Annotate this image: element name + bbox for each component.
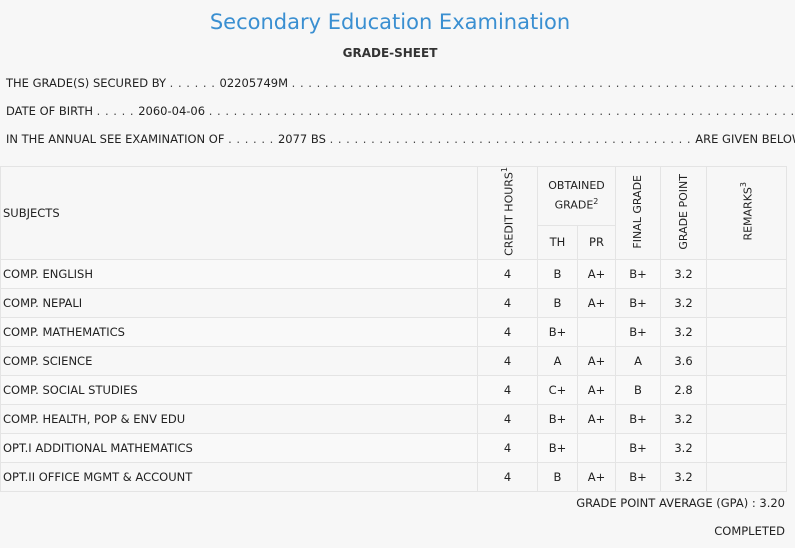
final-grade-cell: B [615, 374, 661, 405]
th-grade-cell: B+ [537, 432, 578, 463]
obtained-grade-header: OBTAINED GRADE2 [537, 166, 616, 226]
remarks-cell [706, 432, 787, 463]
exam-suffix: ARE GIVEN BELOW . . . [695, 132, 795, 146]
th-grade-cell: B [537, 461, 578, 492]
th-grade-cell: A [537, 345, 578, 376]
subjects-header: SUBJECTS [0, 166, 478, 260]
remarks-cell [706, 316, 787, 347]
grade-point-cell: 3.2 [660, 432, 707, 463]
remarks-cell [706, 461, 787, 492]
subject-cell: COMP. MATHEMATICS [0, 316, 478, 347]
th-grade-cell: B+ [537, 403, 578, 434]
pr-grade-cell: A+ [577, 374, 616, 405]
final-grade-cell: B+ [615, 461, 661, 492]
subject-cell: COMP. NEPALI [0, 287, 478, 318]
pr-grade-cell: A+ [577, 287, 616, 318]
subject-cell: COMP. SCIENCE [0, 345, 478, 376]
final-grade-cell: B+ [615, 432, 661, 463]
remarks-cell [706, 403, 787, 434]
th-grade-cell: C+ [537, 374, 578, 405]
grade-point-cell: 2.8 [660, 374, 707, 405]
grade-point-header: GRADE POINT [660, 166, 707, 260]
credit-cell: 4 [477, 432, 538, 463]
th-grade-cell: B [537, 258, 578, 289]
subject-cell: COMP. SOCIAL STUDIES [0, 374, 478, 405]
subject-cell: COMP. HEALTH, POP & ENV EDU [0, 403, 478, 434]
secured-by-line: THE GRADE(S) SECURED BY . . . . . . 0220… [6, 76, 795, 90]
gpa-label: GRADE POINT AVERAGE (GPA) : [576, 496, 756, 510]
dob-value: 2060-04-06 [138, 104, 206, 118]
credit-cell: 4 [477, 461, 538, 492]
credit-cell: 4 [477, 345, 538, 376]
credit-cell: 4 [477, 258, 538, 289]
th-grade-cell: B [537, 287, 578, 318]
table-row: COMP. NEPALI 4 B A+ B+ 3.2 [0, 287, 787, 318]
pr-grade-cell [577, 432, 616, 463]
grade-point-cell: 3.2 [660, 461, 707, 492]
credit-hours-header: CREDIT HOURS1 [477, 166, 538, 260]
gpa-value: 3.20 [759, 496, 785, 510]
table-row: COMP. SCIENCE 4 A A+ A 3.6 [0, 345, 787, 376]
pr-header: PR [577, 224, 616, 260]
exam-title: Secondary Education Examination [209, 10, 571, 34]
final-grade-cell: B+ [615, 316, 661, 347]
credit-cell: 4 [477, 374, 538, 405]
final-grade-cell: B+ [615, 403, 661, 434]
symbol-number: 02205749M [219, 76, 289, 90]
remarks-cell [706, 374, 787, 405]
remarks-header: REMARKS3 [706, 166, 787, 260]
table-row: COMP. ENGLISH 4 B A+ B+ 3.2 [0, 258, 787, 289]
final-grade-header: FINAL GRADE [615, 166, 661, 260]
final-grade-cell: B+ [615, 287, 661, 318]
grade-point-cell: 3.2 [660, 258, 707, 289]
pr-grade-cell [577, 316, 616, 347]
table-row: OPT.II OFFICE MGMT & ACCOUNT 4 B A+ B+ 3… [0, 461, 787, 492]
result-status: COMPLETED [714, 524, 785, 538]
table-row: COMP. HEALTH, POP & ENV EDU 4 B+ A+ B+ 3… [0, 403, 787, 434]
credit-cell: 4 [477, 403, 538, 434]
remarks-cell [706, 345, 787, 376]
pr-grade-cell: A+ [577, 345, 616, 376]
grade-table: SUBJECTS CREDIT HOURS1 OBTAINED GRADE2 F… [0, 166, 787, 492]
grade-point-cell: 3.2 [660, 316, 707, 347]
grade-point-cell: 3.2 [660, 287, 707, 318]
grade-sheet-heading: GRADE-SHEET [342, 46, 438, 60]
pr-grade-cell: A+ [577, 258, 616, 289]
credit-cell: 4 [477, 287, 538, 318]
table-row: OPT.I ADDITIONAL MATHEMATICS 4 B+ B+ 3.2 [0, 432, 787, 463]
grade-point-cell: 3.2 [660, 403, 707, 434]
gpa-line: GRADE POINT AVERAGE (GPA) : 3.20 [576, 496, 785, 510]
th-header: TH [537, 224, 578, 260]
final-grade-cell: B+ [615, 258, 661, 289]
credit-cell: 4 [477, 316, 538, 347]
exam-label: IN THE ANNUAL SEE EXAMINATION OF [6, 132, 225, 146]
remarks-cell [706, 258, 787, 289]
th-grade-cell: B+ [537, 316, 578, 347]
exam-year: 2077 BS [277, 132, 326, 146]
secured-by-label: THE GRADE(S) SECURED BY [6, 76, 167, 90]
dob-line: DATE OF BIRTH . . . . . 2060-04-06 . . .… [6, 104, 795, 118]
pr-grade-cell: A+ [577, 403, 616, 434]
table-row: COMP. SOCIAL STUDIES 4 C+ A+ B 2.8 [0, 374, 787, 405]
subject-cell: OPT.I ADDITIONAL MATHEMATICS [0, 432, 478, 463]
dob-label: DATE OF BIRTH [6, 104, 94, 118]
exam-line: IN THE ANNUAL SEE EXAMINATION OF . . . .… [6, 132, 795, 146]
table-row: COMP. MATHEMATICS 4 B+ B+ 3.2 [0, 316, 787, 347]
final-grade-cell: A [615, 345, 661, 376]
subject-cell: OPT.II OFFICE MGMT & ACCOUNT [0, 461, 478, 492]
grade-point-cell: 3.6 [660, 345, 707, 376]
remarks-cell [706, 287, 787, 318]
subject-cell: COMP. ENGLISH [0, 258, 478, 289]
pr-grade-cell: A+ [577, 461, 616, 492]
